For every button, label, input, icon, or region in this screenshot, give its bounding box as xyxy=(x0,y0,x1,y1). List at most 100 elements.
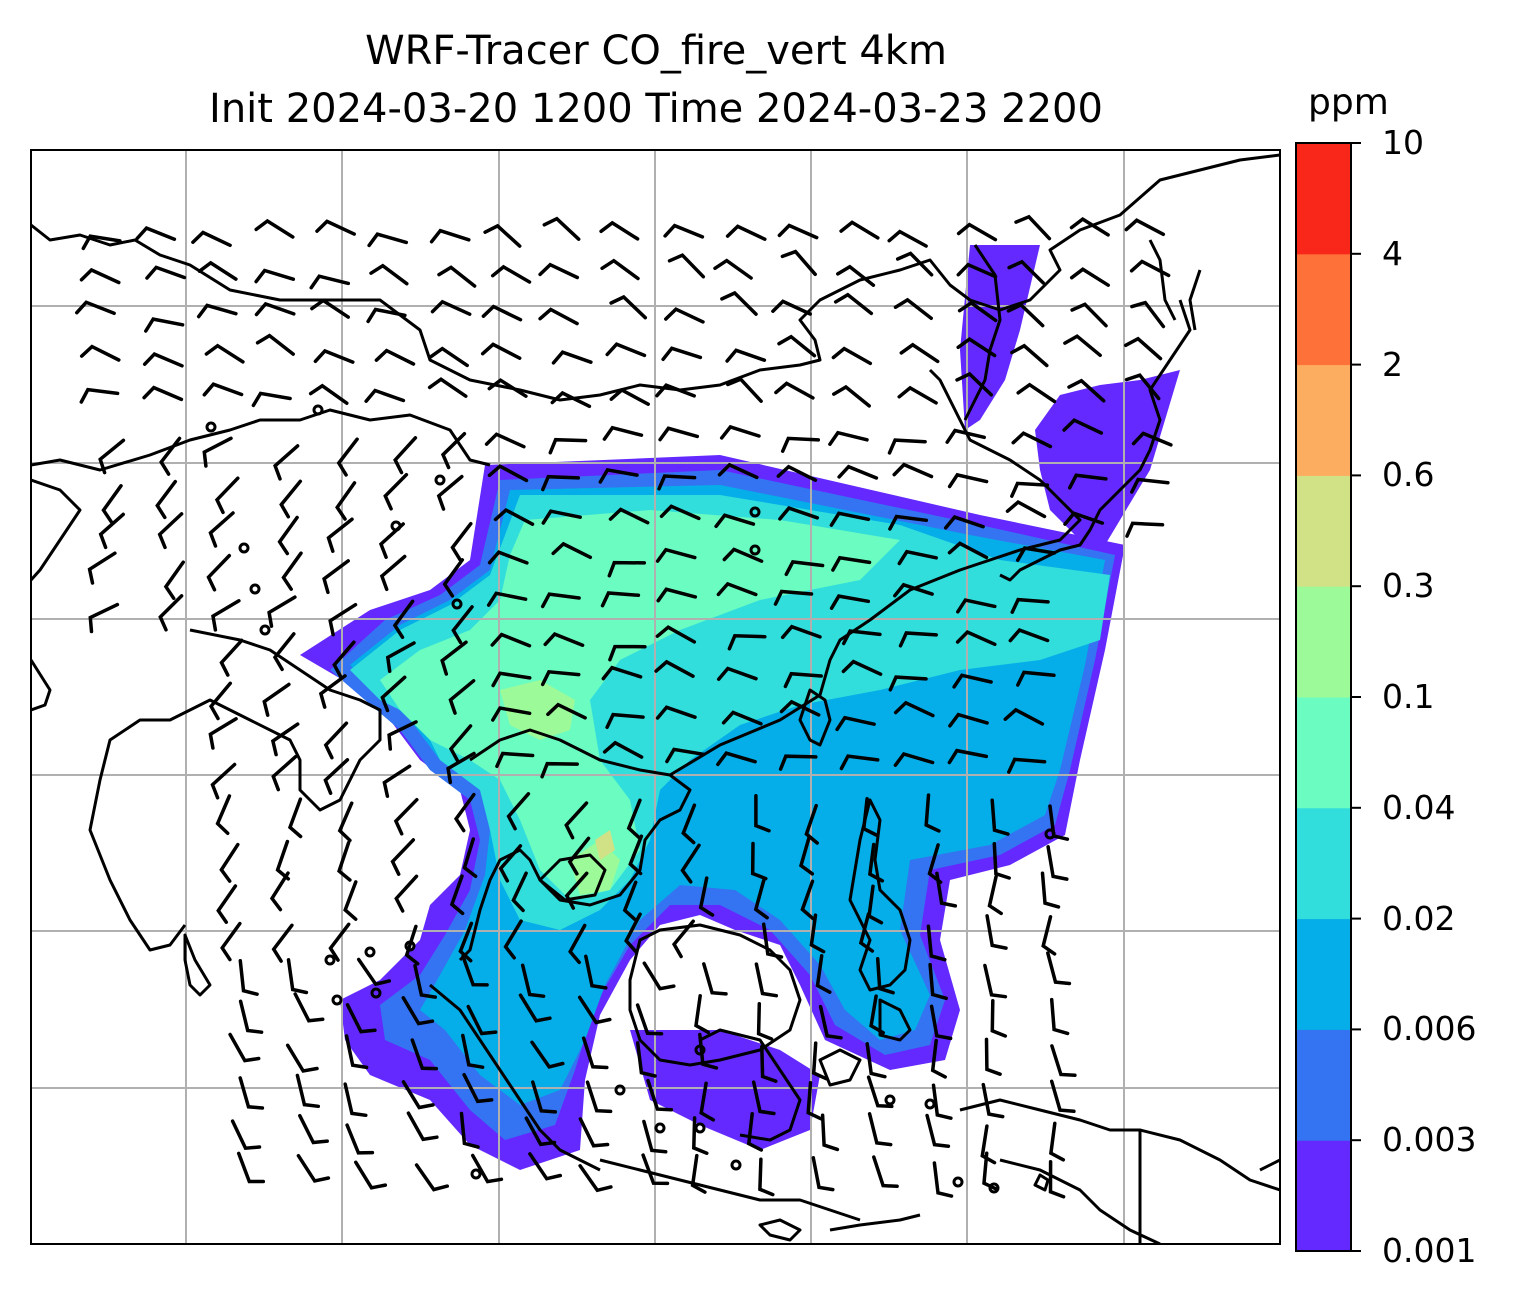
wind-barb xyxy=(628,834,644,876)
wind-barb xyxy=(313,348,355,364)
wind-barb xyxy=(337,801,354,843)
calm-wind-marker xyxy=(988,1182,1000,1194)
wind-barb xyxy=(390,838,416,876)
wind-barb xyxy=(491,706,532,722)
wind-barb xyxy=(540,761,579,779)
wind-barb xyxy=(771,299,812,316)
wind-barb xyxy=(255,333,295,356)
wind-barb xyxy=(155,479,178,520)
colorbar-segment xyxy=(1296,697,1351,809)
wind-barb xyxy=(230,1119,262,1151)
wind-barb xyxy=(681,803,697,845)
wind-barb xyxy=(600,591,641,608)
colorbar-tick-label: 0.1 xyxy=(1382,677,1435,716)
colorbar-tick-label: 0.02 xyxy=(1382,898,1456,938)
plume-level-0001-japan xyxy=(1035,370,1180,545)
wind-barb xyxy=(296,1153,331,1183)
wind-barb xyxy=(470,1153,504,1184)
wind-barb xyxy=(254,301,296,317)
wind-barb xyxy=(461,954,489,987)
wind-barb xyxy=(337,840,352,882)
wind-barb xyxy=(751,1080,776,1116)
wind-barb xyxy=(925,1113,951,1148)
gridlines xyxy=(31,150,1280,1244)
wind-barb xyxy=(656,587,698,603)
wind-barb xyxy=(197,260,238,281)
wind-barb xyxy=(798,834,815,876)
wind-barb xyxy=(493,507,535,526)
plume-level-03 xyxy=(595,830,615,860)
wind-barb xyxy=(945,428,986,444)
wind-barb xyxy=(98,512,125,550)
wind-barb xyxy=(440,431,467,470)
calm-wind-marker xyxy=(730,1159,742,1171)
wind-barb xyxy=(298,1113,329,1145)
wind-barb xyxy=(1130,477,1170,494)
wind-barb xyxy=(624,912,642,953)
wind-barb xyxy=(837,464,879,480)
wind-barb xyxy=(315,219,356,236)
wind-barb xyxy=(605,712,645,730)
wind-barb xyxy=(1124,373,1161,401)
wind-barb xyxy=(608,644,647,662)
wind-barb xyxy=(273,444,300,481)
wind-barb xyxy=(646,1078,674,1112)
wind-barb xyxy=(598,467,639,484)
wind-barb xyxy=(410,1038,439,1071)
wind-barb xyxy=(427,377,468,398)
wind-barb xyxy=(1011,431,1053,449)
wind-barb xyxy=(1131,431,1173,447)
wind-barb xyxy=(378,522,405,559)
wind-barb xyxy=(869,994,885,1035)
calm-wind-marker xyxy=(614,1084,626,1096)
wind-barb xyxy=(271,754,298,792)
wind-barb xyxy=(238,959,259,996)
colorbar-tick-label: 0.04 xyxy=(1382,787,1456,827)
wind-barb xyxy=(393,436,418,475)
wind-barb xyxy=(251,391,292,408)
wind-barb xyxy=(220,921,242,962)
wind-barb xyxy=(671,919,695,959)
wind-barb xyxy=(956,336,997,358)
wind-barb xyxy=(829,594,871,610)
wind-barb xyxy=(540,592,581,609)
wind-barb xyxy=(868,842,885,883)
wind-barb xyxy=(1010,343,1049,368)
wind-barb xyxy=(503,919,523,960)
calm-wind-marker xyxy=(249,583,261,595)
wind-barb xyxy=(663,223,705,239)
wind-barb xyxy=(466,1004,498,1036)
wind-barb xyxy=(326,517,354,553)
wind-barb xyxy=(836,264,876,287)
wind-barb xyxy=(1014,214,1052,241)
wind-barb xyxy=(609,294,648,320)
wind-barb xyxy=(955,371,993,397)
wind-barb xyxy=(1005,499,1047,519)
wind-barb xyxy=(956,222,998,242)
wind-barb xyxy=(957,300,998,323)
wind-barb xyxy=(829,511,871,527)
wind-barb xyxy=(135,226,177,241)
wind-barb xyxy=(626,798,642,840)
wind-barb xyxy=(436,474,464,511)
wind-barb xyxy=(293,992,325,1023)
wind-barb xyxy=(642,1119,668,1154)
wind-barb xyxy=(236,1151,266,1184)
wind-barb xyxy=(272,632,296,672)
wind-barb xyxy=(262,682,291,717)
wind-barb xyxy=(887,438,927,455)
wind-barb xyxy=(661,346,703,362)
wind-barb xyxy=(654,659,695,678)
wind-barb xyxy=(983,963,1008,999)
wind-barb xyxy=(694,994,710,1035)
wind-barb xyxy=(145,265,187,280)
wind-barb xyxy=(655,547,697,563)
wind-barb xyxy=(87,551,117,585)
wind-barb xyxy=(578,1164,613,1193)
colorbar-tick-label: 2 xyxy=(1382,344,1403,384)
wind-barb xyxy=(344,1034,369,1070)
wind-barb xyxy=(345,1003,377,1034)
wind-barb xyxy=(540,669,581,687)
wind-barb xyxy=(578,1117,610,1148)
calm-wind-marker xyxy=(238,542,250,554)
